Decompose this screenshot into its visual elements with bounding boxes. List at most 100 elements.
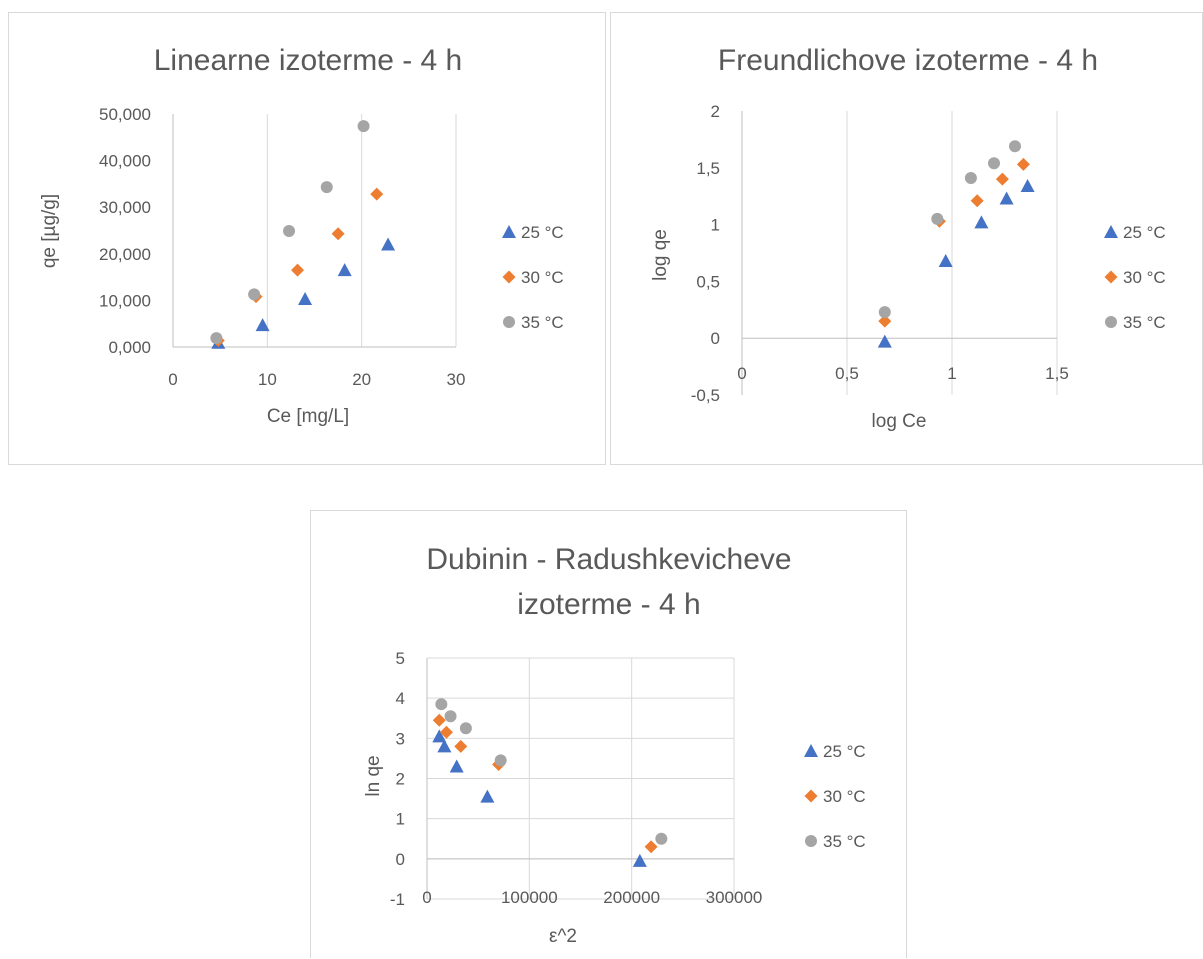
- legend-label: 30 °C: [1123, 268, 1166, 287]
- series-diamond: [432, 713, 658, 854]
- data-point: [435, 698, 448, 711]
- x-tick-label: 100000: [501, 888, 558, 907]
- x-tick-label: 1: [947, 364, 956, 383]
- chart-dubinin-radushkevich-isotherms: Dubinin - Radushkevicheve izoterme - 4 h 0…: [310, 510, 907, 958]
- legend-label: 35 °C: [823, 832, 866, 851]
- data-point: [298, 292, 313, 306]
- y-tick-label: 1,5: [696, 159, 720, 178]
- series-triangle: [211, 237, 396, 349]
- data-point: [1016, 157, 1030, 171]
- x-axis-label: log Ce: [872, 411, 927, 432]
- y-axis-label: ln qe: [363, 755, 384, 796]
- data-point: [970, 194, 984, 208]
- linear-isotherms-plot: Linearne izoterme - 4 h 0 10 20 30 0,000 10,00…: [39, 44, 564, 427]
- data-point: [320, 181, 333, 194]
- x-tick-label: 0: [168, 370, 177, 389]
- data-point: [931, 212, 944, 225]
- y-tick-label: 2: [396, 770, 405, 789]
- gridlines: [266, 114, 457, 347]
- x-tick-label: 0: [422, 888, 431, 907]
- legend-label: 25 °C: [1123, 223, 1166, 242]
- data-point: [381, 237, 396, 251]
- data-point: [632, 853, 647, 867]
- legend-marker: [1104, 270, 1118, 284]
- chart-freundlich-isotherms: Freundlichove izoterme - 4 h 0 0,5 1 1,5 -0,5…: [610, 12, 1203, 465]
- x-tick-label: 0: [737, 364, 746, 383]
- data-point: [878, 314, 892, 328]
- x-tick-label: 30: [447, 370, 466, 389]
- x-tick-label: 10: [258, 370, 277, 389]
- data-point: [454, 739, 468, 753]
- data-point: [644, 840, 658, 854]
- y-tick-label: 1: [396, 810, 405, 829]
- data-point: [437, 739, 452, 753]
- freundlich-isotherms-plot: Freundlichove izoterme - 4 h 0 0,5 1 1,5 -0,5…: [650, 44, 1166, 432]
- legend-label: 30 °C: [521, 268, 564, 287]
- series-circle: [435, 698, 668, 845]
- data-point: [1020, 178, 1035, 192]
- chart-title: Linearne izoterme - 4 h: [154, 44, 463, 77]
- data-point: [480, 789, 495, 803]
- data-point: [938, 253, 953, 267]
- y-tick-label: 5: [396, 649, 405, 668]
- legend-label: 25 °C: [823, 742, 866, 761]
- legend-label: 30 °C: [823, 787, 866, 806]
- y-axis-label: log qe: [650, 229, 671, 281]
- data-point: [337, 263, 352, 277]
- data-point: [974, 215, 989, 229]
- x-tick-label: 1,5: [1045, 364, 1069, 383]
- legend-marker: [1105, 316, 1117, 328]
- y-tick-label: 0: [396, 850, 405, 869]
- series-triangle: [877, 178, 1035, 348]
- legend-label: 25 °C: [521, 223, 564, 242]
- series-circle: [878, 140, 1021, 319]
- y-tick-label: 4: [396, 689, 405, 708]
- data-point: [999, 191, 1014, 205]
- series-triangle: [432, 729, 647, 867]
- data-point: [370, 187, 384, 201]
- data-point: [877, 334, 892, 348]
- series-diamond: [878, 157, 1030, 328]
- data-point: [449, 759, 464, 773]
- legend-label: 35 °C: [521, 313, 564, 332]
- data-point: [655, 832, 668, 845]
- legend-marker: [502, 225, 516, 238]
- x-tick-label: 20: [352, 370, 371, 389]
- data-point: [494, 754, 507, 767]
- data-point: [444, 710, 457, 723]
- x-axis-label: ε^2: [549, 926, 577, 947]
- x-tick-label: 300000: [706, 888, 763, 907]
- data-point: [291, 263, 305, 277]
- chart-title: izoterme - 4 h: [517, 588, 700, 621]
- y-tick-label: 3: [396, 729, 405, 748]
- y-tick-label: 50,000: [99, 105, 151, 124]
- y-axis-label: qe [µg/g]: [39, 194, 60, 268]
- y-tick-label: -1: [390, 890, 405, 909]
- data-point: [357, 120, 370, 133]
- dubinin-radushkevich-plot: Dubinin - Radushkevicheve izoterme - 4 h 0…: [363, 543, 866, 947]
- legend-marker: [503, 316, 515, 328]
- data-point: [255, 318, 270, 332]
- data-point: [432, 713, 446, 727]
- data-point: [210, 332, 223, 345]
- x-axis-label: Ce [mg/L]: [267, 406, 349, 427]
- y-tick-label: 10,000: [99, 291, 151, 310]
- data-point: [988, 157, 1000, 170]
- x-tick-label: 0,5: [835, 364, 859, 383]
- legend-label: 35 °C: [1123, 313, 1166, 332]
- y-tick-label: 40,000: [99, 152, 151, 171]
- chart-linear-isotherms: Linearne izoterme - 4 h 0 10 20 30 0,000 10,00…: [8, 12, 606, 465]
- legend-marker: [1104, 225, 1118, 238]
- series-diamond: [211, 187, 384, 347]
- x-tick-label: 200000: [603, 888, 660, 907]
- data-point: [439, 725, 453, 739]
- data-point: [1009, 140, 1021, 153]
- chart-title: Dubinin - Radushkevicheve: [426, 543, 791, 576]
- legend-marker: [804, 744, 818, 757]
- series-circle: [210, 120, 370, 345]
- y-tick-label: 2: [711, 102, 720, 121]
- y-tick-label: 1: [711, 216, 720, 235]
- data-point: [432, 729, 447, 743]
- legend-marker: [805, 835, 817, 847]
- data-point: [878, 306, 891, 319]
